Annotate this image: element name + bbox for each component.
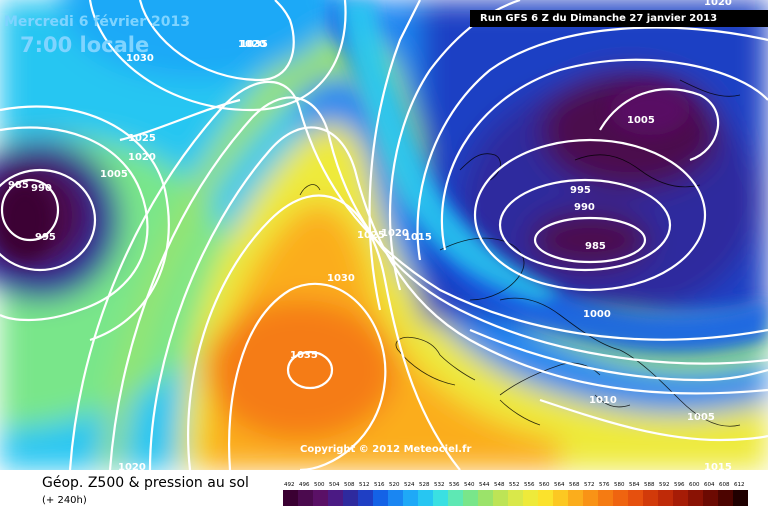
isobar-label: 1005 — [687, 412, 715, 423]
legend-tick: 508 — [344, 482, 355, 488]
legend-tick: 556 — [524, 482, 535, 488]
isobar-label: 1015 — [704, 462, 732, 470]
isobar-label: 1005 — [100, 169, 128, 180]
legend-tick: 512 — [359, 482, 370, 488]
isobar-label: 1025 — [128, 133, 156, 144]
legend-tick: 548 — [494, 482, 505, 488]
legend-tick: 596 — [674, 482, 685, 488]
map-title: Géop. Z500 & pression au sol — [42, 475, 249, 491]
isobar-label: 1020 — [704, 0, 732, 8]
legend-tick: 612 — [734, 482, 745, 488]
isobar-label: 1035 — [290, 350, 318, 361]
legend-swatch — [388, 490, 403, 506]
legend-swatch — [373, 490, 388, 506]
legend-tick: 592 — [659, 482, 670, 488]
legend-tick: 568 — [569, 482, 580, 488]
legend-tick: 600 — [689, 482, 700, 488]
legend-swatch — [688, 490, 703, 506]
legend-swatch — [283, 490, 298, 506]
legend-tick: 492 — [284, 482, 295, 488]
legend-swatch — [478, 490, 493, 506]
legend-tick: 532 — [434, 482, 445, 488]
legend-tick: 604 — [704, 482, 715, 488]
copyright: Copyright © 2012 Meteociel.fr — [300, 444, 472, 455]
legend-swatch — [313, 490, 328, 506]
legend-tick: 576 — [599, 482, 610, 488]
isobar-label: 1000 — [583, 309, 611, 320]
legend-tick: 608 — [719, 482, 730, 488]
legend-tick: 504 — [329, 482, 340, 488]
legend-swatch — [718, 490, 733, 506]
isobar-label: 1005 — [627, 115, 655, 126]
legend-swatch — [358, 490, 373, 506]
isobar-label: 985 — [8, 180, 29, 191]
color-legend: 492 496 500 504 508 512 516 520 524 528 532 536 540 5… — [283, 482, 748, 506]
legend-swatch — [673, 490, 688, 506]
legend-tick: 588 — [644, 482, 655, 488]
legend-tick: 560 — [539, 482, 550, 488]
isobar-label: 985 — [585, 241, 606, 252]
isobar-label: 1010 — [589, 395, 617, 406]
forecast-date: Mercredi 6 février 2013 — [4, 14, 190, 30]
legend-tick: 496 — [299, 482, 310, 488]
legend-swatch — [643, 490, 658, 506]
legend-tick: 572 — [584, 482, 595, 488]
isobar-label: 990 — [574, 202, 595, 213]
isobar-label: 1035 — [240, 39, 268, 50]
isobar-label: 1020 — [128, 152, 156, 163]
legend-tick: 564 — [554, 482, 565, 488]
isobar-label: 1020 — [238, 39, 266, 50]
legend-swatch — [658, 490, 673, 506]
legend-swatch — [553, 490, 568, 506]
isobar-label: 1020 — [118, 462, 146, 470]
legend-swatch — [538, 490, 553, 506]
isobar-label: 1025 — [357, 230, 385, 241]
legend-swatch — [508, 490, 523, 506]
legend-tick: 584 — [629, 482, 640, 488]
legend-swatch — [448, 490, 463, 506]
forecast-lead: (+ 240h) — [42, 495, 87, 506]
isobar-label: 1015 — [404, 232, 432, 243]
legend-swatch — [733, 490, 748, 506]
legend-swatch — [403, 490, 418, 506]
legend-tick: 528 — [419, 482, 430, 488]
weather-map: 1020 1035 1030 1025 1020 1005 1020 985 9… — [0, 0, 768, 470]
isobar-label: 1030 — [126, 53, 154, 64]
legend-tick: 520 — [389, 482, 400, 488]
legend-tick: 580 — [614, 482, 625, 488]
legend-tick: 544 — [479, 482, 490, 488]
isobar-label: 1030 — [327, 273, 355, 284]
legend-swatch — [328, 490, 343, 506]
legend-swatch — [298, 490, 313, 506]
legend-tick: 524 — [404, 482, 415, 488]
run-info: Run GFS 6 Z du Dimanche 27 janvier 2013 — [470, 10, 768, 27]
isobar-label: 1020 — [381, 228, 409, 239]
legend-swatch — [493, 490, 508, 506]
isobar-label: 990 — [31, 183, 52, 194]
legend-swatch — [343, 490, 358, 506]
isobar-label: 995 — [570, 185, 591, 196]
legend-tick: 500 — [314, 482, 325, 488]
legend-swatch — [463, 490, 478, 506]
legend-swatch — [703, 490, 718, 506]
legend-swatch — [628, 490, 643, 506]
forecast-time: 7:00 locale — [20, 33, 150, 57]
legend-swatch — [523, 490, 538, 506]
legend-swatch — [568, 490, 583, 506]
legend-swatch — [613, 490, 628, 506]
legend-tick: 552 — [509, 482, 520, 488]
isobar-label: 995 — [35, 232, 56, 243]
legend-swatch — [598, 490, 613, 506]
legend-tick: 516 — [374, 482, 385, 488]
legend-swatch — [418, 490, 433, 506]
legend-tick: 540 — [464, 482, 475, 488]
legend-swatch — [583, 490, 598, 506]
legend-tick: 536 — [449, 482, 460, 488]
legend-swatch — [433, 490, 448, 506]
